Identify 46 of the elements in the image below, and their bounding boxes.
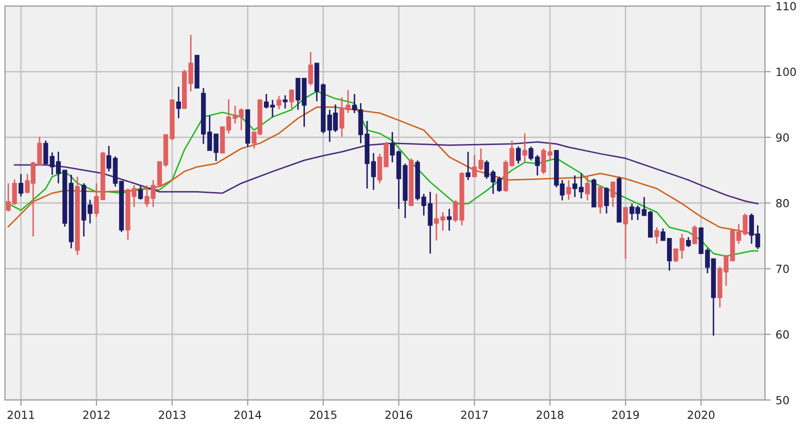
x-tick-label: 2014 bbox=[234, 410, 262, 420]
y-tick-label: 70 bbox=[776, 264, 789, 274]
y-tick-label: 110 bbox=[776, 2, 796, 10]
candlestick bbox=[466, 151, 470, 181]
line-series bbox=[14, 141, 758, 204]
candlestick bbox=[686, 236, 691, 248]
candlestick bbox=[604, 186, 609, 214]
candlestick bbox=[138, 184, 143, 200]
candlestick bbox=[43, 140, 48, 166]
candlestick bbox=[610, 181, 616, 208]
candlestick bbox=[572, 174, 578, 198]
candlestick bbox=[742, 212, 748, 236]
candlestick bbox=[390, 131, 395, 163]
x-tick-label: 2012 bbox=[83, 410, 110, 420]
y-tick-label: 80 bbox=[776, 198, 789, 208]
x-tick-label: 2015 bbox=[310, 410, 336, 420]
candlestick bbox=[522, 132, 528, 163]
candlestick bbox=[585, 176, 590, 202]
candlestick bbox=[276, 95, 282, 110]
candlestick bbox=[566, 179, 572, 200]
candlestick bbox=[289, 88, 294, 110]
x-tick-label: 2018 bbox=[536, 410, 564, 420]
candlestick bbox=[282, 94, 288, 110]
candlestick bbox=[578, 172, 584, 200]
y-tick-label: 100 bbox=[776, 68, 796, 76]
candlestick bbox=[176, 86, 181, 119]
y-tick-label: 90 bbox=[776, 133, 789, 142]
candlestick bbox=[308, 51, 313, 86]
candlestick bbox=[654, 226, 660, 244]
x-tick-label: 2019 bbox=[612, 410, 639, 420]
x-tick-label: 2020 bbox=[688, 410, 714, 420]
candlestick bbox=[623, 206, 628, 260]
x-tick-label: 2013 bbox=[158, 410, 186, 420]
candlestick bbox=[516, 146, 521, 164]
y-tick-label: 50 bbox=[776, 396, 789, 404]
x-tick-label: 2011 bbox=[8, 410, 34, 420]
candlestick bbox=[18, 173, 24, 198]
candlestick bbox=[446, 208, 452, 232]
x-tick-label: 2016 bbox=[385, 410, 412, 420]
candlestick bbox=[692, 224, 698, 244]
candlestick bbox=[384, 141, 389, 168]
candlestick bbox=[598, 184, 603, 214]
candlestick bbox=[428, 191, 433, 254]
y-tick-label: 60 bbox=[776, 330, 789, 339]
candlestick bbox=[377, 153, 382, 184]
x-tick-label: 2017 bbox=[461, 410, 488, 420]
